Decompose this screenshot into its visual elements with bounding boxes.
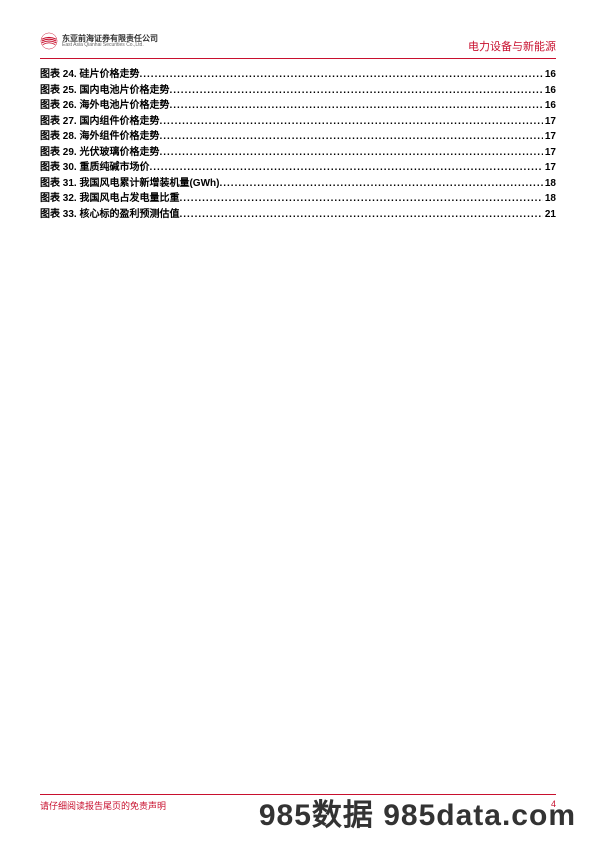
toc-entry: 图表 32. 我国风电占发电量比重 18 — [40, 191, 556, 207]
watermark: 985数据 985data.com — [259, 790, 576, 834]
toc-dots — [149, 160, 542, 176]
toc-entry: 图表 29. 光伏玻璃价格走势 17 — [40, 145, 556, 161]
company-name-en: East Asia Qianhai Securities Co.,Ltd. — [62, 43, 158, 48]
toc-entry-page: 17 — [543, 145, 556, 161]
toc-entry: 图表 24. 硅片价格走势 16 — [40, 67, 556, 83]
toc-dots — [219, 176, 542, 192]
toc-entry: 图表 30. 重质纯碱市场价 17 — [40, 160, 556, 176]
toc-entry-title: 图表 29. 光伏玻璃价格走势 — [40, 145, 159, 161]
footer-disclaimer: 请仔细阅读报告尾页的免责声明 — [40, 799, 166, 812]
toc-dots — [169, 83, 542, 99]
toc-entry-title: 图表 27. 国内组件价格走势 — [40, 114, 159, 130]
toc-entry-title: 图表 32. 我国风电占发电量比重 — [40, 191, 179, 207]
header-divider — [40, 58, 556, 59]
toc-dots — [179, 191, 542, 207]
document-page: 东亚前海证券有限责任公司 East Asia Qianhai Securitie… — [0, 0, 596, 842]
toc-entry-title: 图表 31. 我国风电累计新增装机量(GWh) — [40, 176, 219, 192]
toc-entry-page: 18 — [543, 176, 556, 192]
toc-dots — [159, 129, 542, 145]
toc-entry: 图表 31. 我国风电累计新增装机量(GWh) 18 — [40, 176, 556, 192]
toc-dots — [159, 145, 542, 161]
toc-entry-title: 图表 28. 海外组件价格走势 — [40, 129, 159, 145]
logo-text: 东亚前海证券有限责任公司 East Asia Qianhai Securitie… — [62, 35, 158, 48]
toc-entry-title: 图表 25. 国内电池片价格走势 — [40, 83, 169, 99]
document-category: 电力设备与新能源 — [468, 38, 556, 54]
toc-entry-title: 图表 30. 重质纯碱市场价 — [40, 160, 149, 176]
toc-dots — [169, 98, 542, 114]
table-of-contents: 图表 24. 硅片价格走势16图表 25. 国内电池片价格走势16图表 26. … — [40, 67, 556, 222]
toc-entry-page: 21 — [543, 207, 556, 223]
company-logo-icon — [40, 32, 58, 50]
toc-entry: 图表 26. 海外电池片价格走势 16 — [40, 98, 556, 114]
toc-entry-title: 图表 26. 海外电池片价格走势 — [40, 98, 169, 114]
toc-entry: 图表 27. 国内组件价格走势 17 — [40, 114, 556, 130]
toc-entry-title: 图表 33. 核心标的盈利预测估值 — [40, 207, 179, 223]
toc-entry-page: 18 — [543, 191, 556, 207]
toc-dots — [179, 207, 542, 223]
toc-entry: 图表 33. 核心标的盈利预测估值 21 — [40, 207, 556, 223]
page-header: 东亚前海证券有限责任公司 East Asia Qianhai Securitie… — [40, 32, 556, 54]
toc-entry: 图表 28. 海外组件价格走势 17 — [40, 129, 556, 145]
toc-entry-page: 17 — [543, 160, 556, 176]
toc-entry-page: 16 — [543, 67, 556, 83]
toc-entry-page: 16 — [543, 98, 556, 114]
toc-dots — [159, 114, 542, 130]
toc-entry-title: 图表 24. 硅片价格走势 — [40, 67, 139, 83]
toc-entry-page: 16 — [543, 83, 556, 99]
toc-entry: 图表 25. 国内电池片价格走势 16 — [40, 83, 556, 99]
logo-section: 东亚前海证券有限责任公司 East Asia Qianhai Securitie… — [40, 32, 158, 50]
toc-dots — [139, 67, 542, 83]
toc-entry-page: 17 — [543, 114, 556, 130]
toc-entry-page: 17 — [543, 129, 556, 145]
